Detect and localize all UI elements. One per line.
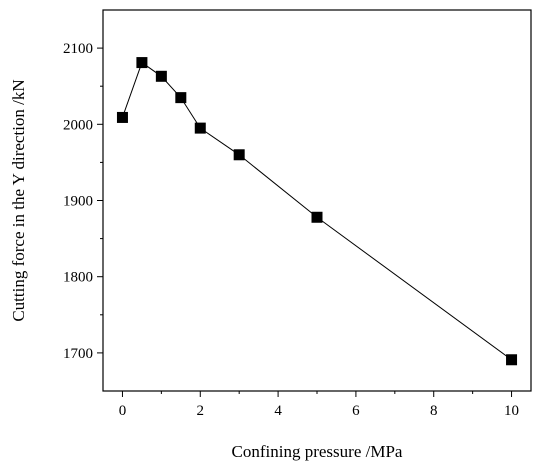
axes: 0 2 4 6 8 10 1700 1800 1900 2000 2100 (63, 9, 532, 419)
x-tick-label: 4 (274, 403, 282, 419)
data-point (194, 122, 206, 134)
y-tick-label: 2000 (63, 117, 93, 133)
plot-area (116, 57, 518, 366)
x-axis-title: Confining pressure /MPa (232, 442, 403, 461)
x-tick-label: 2 (197, 403, 205, 419)
x-tick-label: 10 (504, 403, 519, 419)
x-tick-label: 0 (119, 403, 127, 419)
data-point (311, 211, 323, 223)
y-tick-label: 1800 (63, 270, 93, 286)
data-point (233, 149, 245, 161)
data-point (155, 70, 167, 82)
y-tick-label: 1900 (63, 194, 93, 210)
data-point (116, 111, 128, 123)
data-point (175, 92, 187, 104)
y-tick-label: 1700 (63, 346, 93, 362)
data-point (506, 354, 518, 366)
x-tick-label: 6 (352, 403, 360, 419)
y-axis-title: Cutting force in the Y direction /kN (9, 79, 28, 321)
plot-frame (102, 9, 532, 392)
data-point (136, 57, 148, 69)
y-tick-label: 2100 (63, 41, 93, 57)
series-line (121, 61, 512, 361)
x-tick-label: 8 (430, 403, 438, 419)
